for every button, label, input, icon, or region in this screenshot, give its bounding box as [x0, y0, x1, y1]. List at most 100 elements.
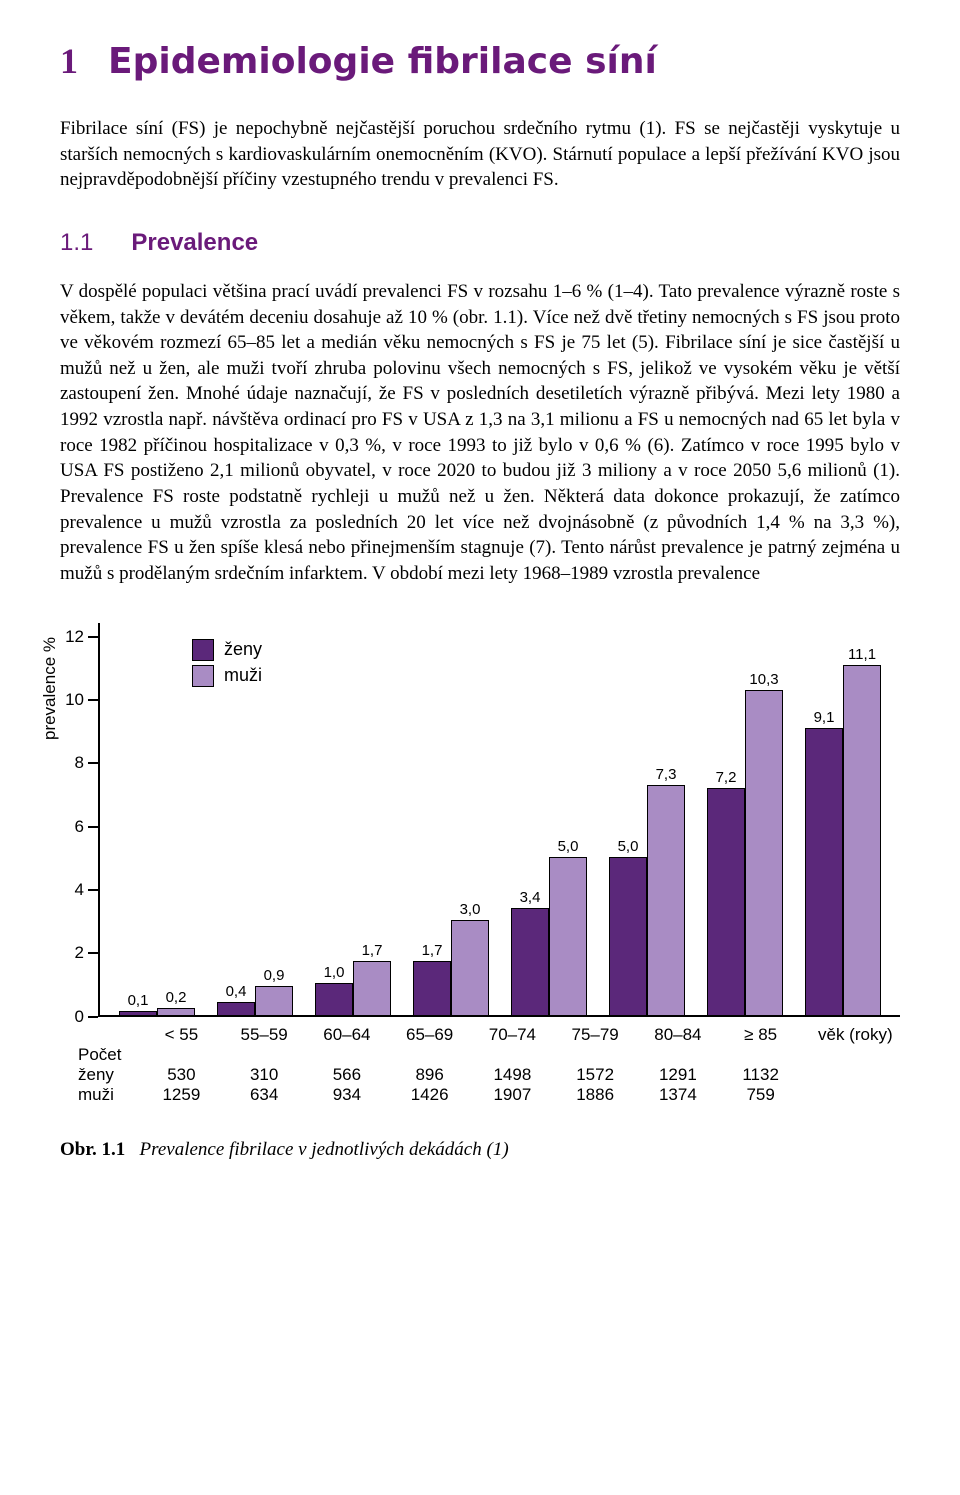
- bar-women: 0,1: [119, 1011, 157, 1014]
- bar-value-label: 1,7: [362, 942, 383, 959]
- bar-group: 1,0 1,7: [304, 961, 402, 1015]
- bar-value-label: 0,4: [226, 983, 247, 1000]
- count-cell: 1426: [388, 1085, 471, 1105]
- x-category: 60–64: [306, 1025, 389, 1045]
- bar-men: 10,3: [745, 690, 783, 1014]
- count-cell: 530: [140, 1065, 223, 1085]
- x-axis-section: < 5555–5960–6465–6970–7475–7980–84≥ 85 v…: [78, 1025, 900, 1105]
- y-tick-mark: [88, 1016, 98, 1018]
- y-tick-label: 2: [75, 943, 88, 963]
- y-tick: 6: [75, 817, 98, 837]
- caption-text: Prevalence fibrilace v jednotlivých deká…: [140, 1139, 509, 1160]
- count-cell: 1374: [637, 1085, 720, 1105]
- figure-caption: Obr. 1.1 Prevalence fibrilace v jednotli…: [60, 1139, 900, 1161]
- bar-men: 0,2: [157, 1008, 195, 1014]
- count-cell: 896: [388, 1065, 471, 1085]
- count-cell: 934: [306, 1085, 389, 1105]
- count-cell: 1132: [719, 1065, 802, 1085]
- x-category: 75–79: [554, 1025, 637, 1045]
- chapter-title: Epidemiologie fibrilace síní: [108, 41, 657, 82]
- y-tick-label: 0: [75, 1007, 88, 1027]
- y-tick-mark: [88, 952, 98, 954]
- section-title: Prevalence: [131, 229, 258, 257]
- bar-value-label: 5,0: [558, 838, 579, 855]
- prevalence-chart: prevalence % 024681012 ženymuži 0,10,20,…: [40, 637, 900, 1105]
- bar-men: 7,3: [647, 785, 685, 1015]
- x-category: 55–59: [223, 1025, 306, 1045]
- count-row: muži 12596349341426190718861374759: [78, 1085, 900, 1105]
- y-tick: 2: [75, 943, 98, 963]
- y-tick: 10: [65, 690, 98, 710]
- bar-value-label: 1,7: [422, 942, 443, 959]
- bar-men: 0,9: [255, 986, 293, 1014]
- count-cell: 1259: [140, 1085, 223, 1105]
- y-tick: 0: [75, 1007, 98, 1027]
- chapter-number: 1: [60, 40, 78, 82]
- bar-women: 3,4: [511, 908, 549, 1015]
- y-tick-mark: [88, 762, 98, 764]
- y-tick: 4: [75, 880, 98, 900]
- y-tick: 12: [65, 627, 98, 647]
- count-cell: 1498: [471, 1065, 554, 1085]
- bar-men: 3,0: [451, 920, 489, 1015]
- bar-value-label: 3,4: [520, 889, 541, 906]
- x-category: < 55: [140, 1025, 223, 1045]
- bar-group: 7,210,3: [696, 690, 794, 1014]
- bar-women: 7,2: [707, 788, 745, 1015]
- x-category: 70–74: [471, 1025, 554, 1045]
- count-label-row: Počet: [78, 1045, 900, 1065]
- bar-value-label: 1,0: [324, 964, 345, 981]
- bar-women: 0,4: [217, 1002, 255, 1015]
- count-cell: 310: [223, 1065, 306, 1085]
- axis-stub: [98, 623, 100, 637]
- caption-label: Obr. 1.1: [60, 1139, 125, 1160]
- bar-value-label: 0,1: [128, 992, 149, 1009]
- y-tick-mark: [88, 636, 98, 638]
- body-paragraph: V dospělé populaci většina prací uvádí p…: [60, 279, 900, 587]
- count-label: Počet: [78, 1045, 132, 1065]
- bar-women: 9,1: [805, 728, 843, 1015]
- count-cell: 566: [306, 1065, 389, 1085]
- bar-value-label: 9,1: [814, 709, 835, 726]
- x-category: ≥ 85: [719, 1025, 802, 1045]
- bar-group: 1,73,0: [402, 920, 500, 1015]
- count-row-label: ženy: [78, 1065, 132, 1085]
- bar-value-label: 0,9: [264, 967, 285, 984]
- count-row-label: muži: [78, 1085, 132, 1105]
- bar-value-label: 7,2: [716, 769, 737, 786]
- count-row: ženy5303105668961498157212911132: [78, 1065, 900, 1085]
- bar-group: 9,111,1: [794, 665, 892, 1015]
- bar-men: 11,1: [843, 665, 881, 1015]
- bar-men: 1,7: [353, 961, 391, 1015]
- chapter-heading: 1 Epidemiologie fibrilace síní: [60, 40, 900, 82]
- y-axis-label: prevalence %: [40, 637, 60, 740]
- plot-area: ženymuži 0,10,20,40,91,01,71,73,03,45,05…: [98, 637, 900, 1017]
- count-cell: 759: [719, 1085, 802, 1105]
- count-cell: 634: [223, 1085, 306, 1105]
- y-axis: 024681012: [62, 637, 98, 1017]
- y-tick-mark: [88, 699, 98, 701]
- count-cell: 1886: [554, 1085, 637, 1105]
- y-tick-label: 8: [75, 753, 88, 773]
- intro-paragraph: Fibrilace síní (FS) je nepochybně nejčas…: [60, 116, 900, 193]
- bar-value-label: 0,2: [166, 989, 187, 1006]
- section-number: 1.1: [60, 229, 93, 257]
- x-axis-extra-label: věk (roky): [810, 1025, 900, 1045]
- y-tick-mark: [88, 826, 98, 828]
- y-tick-mark: [88, 889, 98, 891]
- bar-value-label: 11,1: [848, 646, 876, 663]
- bar-value-label: 7,3: [656, 766, 677, 783]
- y-tick-label: 12: [65, 627, 88, 647]
- bar-group: 5,07,3: [598, 785, 696, 1015]
- bar-group: 0,10,2: [108, 1008, 206, 1014]
- bar-women: 5,0: [609, 857, 647, 1015]
- count-cell: 1907: [471, 1085, 554, 1105]
- x-categories-row: < 5555–5960–6465–6970–7475–7980–84≥ 85 v…: [78, 1025, 900, 1045]
- bar-group: 0,40,9: [206, 986, 304, 1014]
- y-tick-label: 4: [75, 880, 88, 900]
- bar-women: 1,7: [413, 961, 451, 1015]
- bar-group: 3,45,0: [500, 857, 598, 1015]
- y-tick-label: 6: [75, 817, 88, 837]
- bar-value-label: 10,3: [749, 671, 778, 688]
- section-heading: 1.1 Prevalence: [60, 229, 900, 257]
